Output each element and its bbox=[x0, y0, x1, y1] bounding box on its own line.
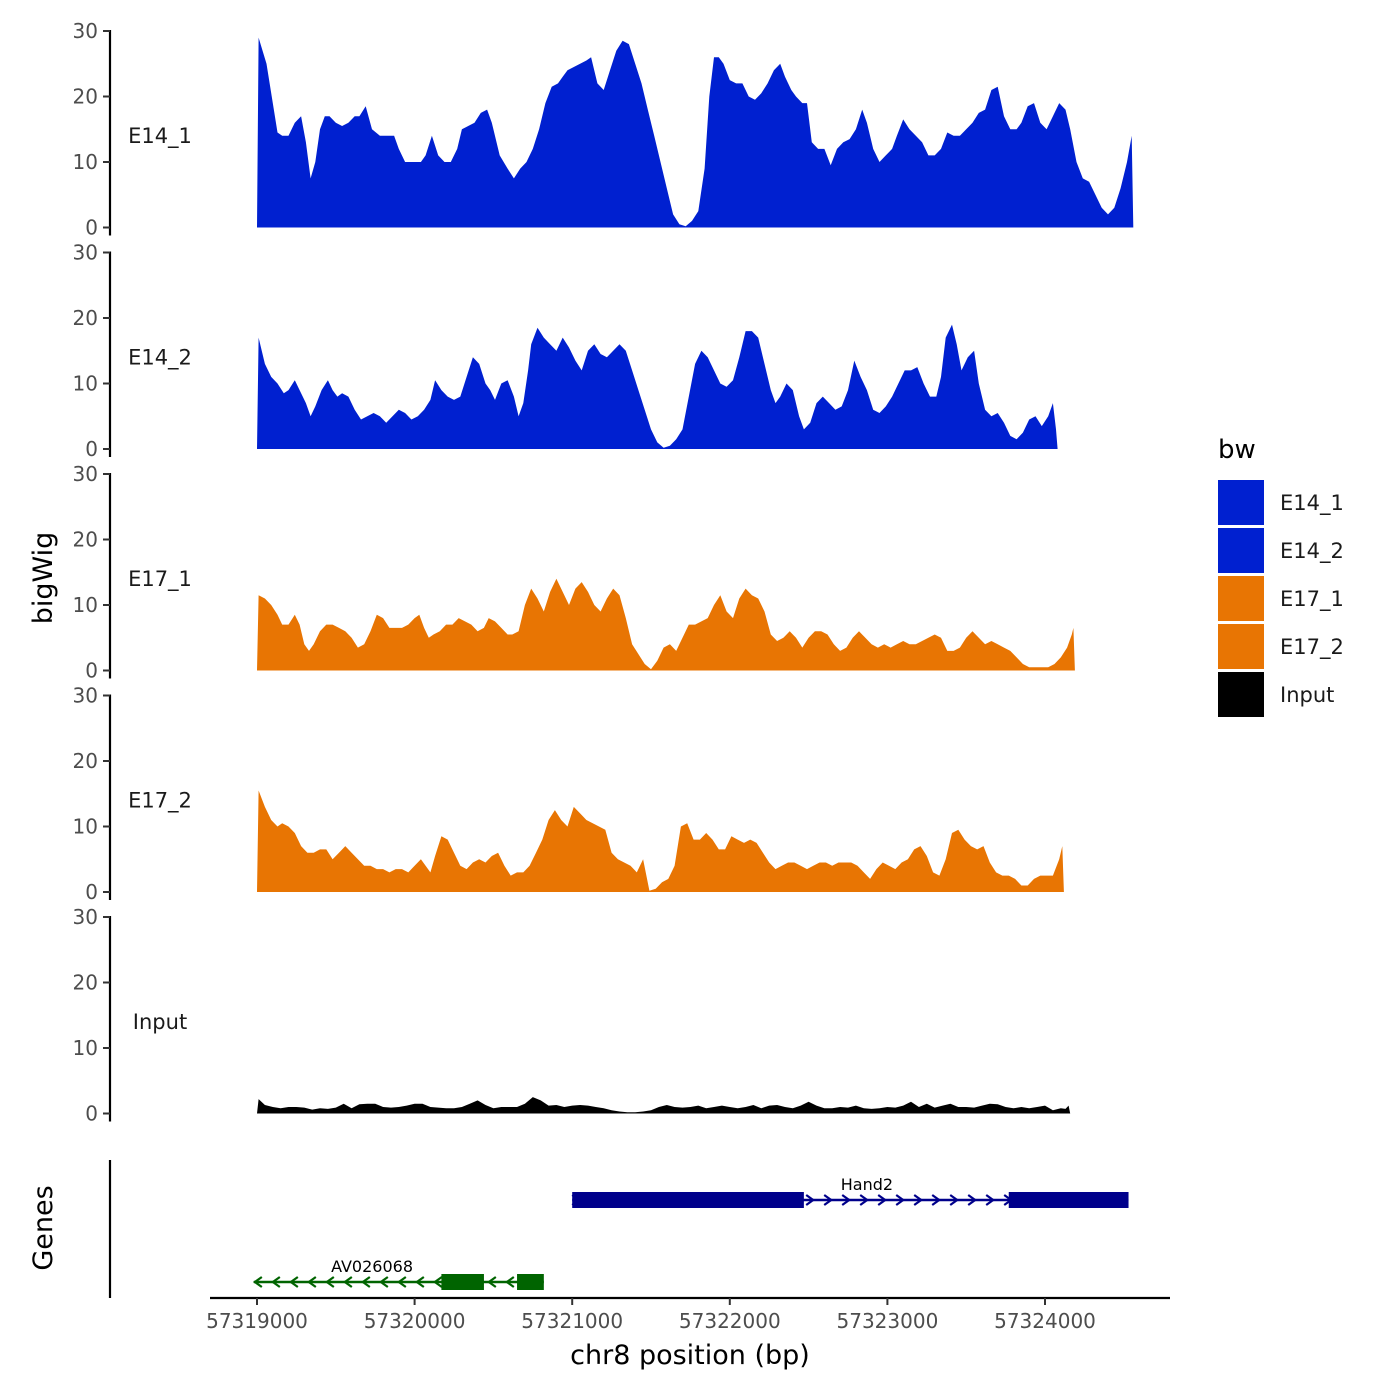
area-e14-1 bbox=[257, 37, 1134, 228]
y-tick-label: 20 bbox=[73, 306, 98, 330]
y-tick-label: 30 bbox=[73, 684, 98, 708]
strand-arrow bbox=[823, 1194, 834, 1206]
strand-arrow bbox=[859, 1194, 870, 1206]
y-tick-label: 10 bbox=[73, 150, 98, 174]
legend-title: bw bbox=[1218, 435, 1256, 465]
track-e14-1: 0 10 20 30 E14_1 bbox=[73, 19, 1134, 240]
strand-arrow bbox=[967, 1194, 978, 1206]
area-input bbox=[257, 1097, 1071, 1114]
track-label: E14_1 bbox=[128, 124, 192, 149]
y-tick-label: 0 bbox=[85, 880, 98, 904]
legend-label: Input bbox=[1280, 683, 1334, 707]
y-tick-label: 0 bbox=[85, 1102, 98, 1126]
y-tick-label: 0 bbox=[85, 659, 98, 683]
gene-av026068: AV026068 bbox=[252, 1257, 544, 1290]
gene-label: Hand2 bbox=[841, 1175, 893, 1194]
track-e17-1: 0 10 20 30 E17_1 bbox=[73, 462, 1075, 683]
strand-arrow bbox=[414, 1276, 425, 1288]
strand-arrow bbox=[396, 1276, 407, 1288]
y-tick-label: 10 bbox=[73, 1036, 98, 1060]
strand-arrow bbox=[306, 1276, 317, 1288]
legend-label: E14_1 bbox=[1280, 491, 1344, 516]
legend-key-e17-1 bbox=[1218, 576, 1264, 621]
y-tick-label: 20 bbox=[73, 749, 98, 773]
strand-arrow bbox=[288, 1276, 299, 1288]
genes-axis-title: Genes bbox=[28, 1185, 59, 1270]
track-input: 0 10 20 30 Input bbox=[73, 905, 1071, 1126]
x-tick-label: 57324000 bbox=[994, 1309, 1096, 1333]
exon bbox=[441, 1274, 484, 1290]
strand-arrow bbox=[949, 1194, 960, 1206]
x-tick-label: 57320000 bbox=[364, 1309, 466, 1333]
strand-arrow bbox=[324, 1276, 335, 1288]
y-tick-label: 10 bbox=[73, 593, 98, 617]
x-tick-label: 57323000 bbox=[837, 1309, 939, 1333]
legend-key-input bbox=[1218, 672, 1264, 717]
y-tick-label: 30 bbox=[73, 19, 98, 43]
y-axis-title: bigWig bbox=[28, 532, 59, 625]
y-tick-label: 30 bbox=[73, 905, 98, 929]
exon bbox=[572, 1192, 804, 1208]
exon bbox=[517, 1274, 544, 1290]
strand-arrow bbox=[432, 1276, 443, 1288]
y-tick-label: 20 bbox=[73, 971, 98, 995]
area-e17-1 bbox=[257, 578, 1075, 671]
legend: bw E14_1 E14_2 E17_1 E17_2 Input bbox=[1218, 435, 1344, 717]
track-label: E17_2 bbox=[128, 789, 192, 814]
strand-arrow bbox=[378, 1276, 389, 1288]
gene-hand2: Hand2 bbox=[571, 1175, 1129, 1208]
y-tick-label: 10 bbox=[73, 815, 98, 839]
y-tick-label: 20 bbox=[73, 528, 98, 552]
y-tick-label: 0 bbox=[85, 216, 98, 240]
strand-arrow bbox=[342, 1276, 353, 1288]
y-tick-label: 30 bbox=[73, 241, 98, 265]
legend-key-e14-1 bbox=[1218, 480, 1264, 525]
legend-label: E17_2 bbox=[1280, 635, 1344, 660]
strand-arrow bbox=[913, 1194, 924, 1206]
track-label: E17_1 bbox=[128, 567, 192, 592]
strand-arrow bbox=[895, 1194, 906, 1206]
x-tick-label: 57321000 bbox=[521, 1309, 623, 1333]
bigwig-tracks: 0 10 20 30 E14_1 0 10 20 30 E14_2 0 10 20 30 E17_1 0 10 2… bbox=[73, 19, 1134, 1126]
track-e14-2: 0 10 20 30 E14_2 bbox=[73, 241, 1058, 461]
area-e14-2 bbox=[257, 324, 1058, 449]
strand-arrow bbox=[252, 1276, 263, 1288]
genes-panel: Hand2 AV026068 bbox=[108, 1160, 1129, 1298]
strand-arrow bbox=[270, 1276, 281, 1288]
y-tick-label: 10 bbox=[73, 372, 98, 396]
legend-key-e17-2 bbox=[1218, 624, 1264, 669]
y-tick-label: 30 bbox=[73, 462, 98, 486]
track-label: Input bbox=[133, 1010, 187, 1034]
strand-arrow bbox=[931, 1194, 942, 1206]
legend-label: E14_2 bbox=[1280, 539, 1344, 564]
strand-arrow bbox=[841, 1194, 852, 1206]
x-tick-label: 57319000 bbox=[206, 1309, 308, 1333]
y-tick-label: 20 bbox=[73, 85, 98, 109]
track-e17-2: 0 10 20 30 E17_2 bbox=[73, 684, 1064, 904]
strand-arrow bbox=[360, 1276, 371, 1288]
x-tick-label: 57322000 bbox=[679, 1309, 781, 1333]
strand-arrow bbox=[805, 1194, 816, 1206]
legend-key-e14-2 bbox=[1218, 528, 1264, 573]
strand-arrow bbox=[504, 1276, 515, 1288]
area-e17-2 bbox=[257, 790, 1064, 892]
exon bbox=[1008, 1192, 1129, 1208]
strand-arrow bbox=[985, 1194, 996, 1206]
x-axis: 57319000 57320000 57321000 57322000 57323000… bbox=[206, 1296, 1170, 1333]
gene-label: AV026068 bbox=[331, 1257, 413, 1276]
legend-label: E17_1 bbox=[1280, 587, 1344, 612]
strand-arrow bbox=[877, 1194, 888, 1206]
x-axis-title: chr8 position (bp) bbox=[570, 1340, 810, 1371]
strand-arrow bbox=[486, 1276, 497, 1288]
track-label: E14_2 bbox=[128, 346, 192, 371]
y-tick-label: 0 bbox=[85, 437, 98, 461]
